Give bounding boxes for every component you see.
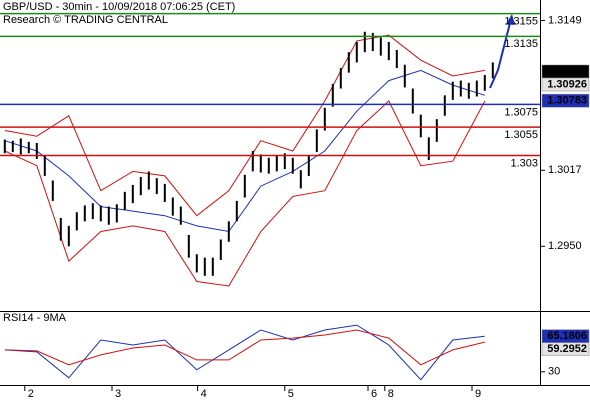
level-label: 1.3135 xyxy=(504,38,538,50)
level-label: 1.3075 xyxy=(504,106,538,118)
arrow-head xyxy=(506,14,515,25)
x-tick-label: 9 xyxy=(475,388,481,400)
last-value-label: 65.1806 xyxy=(547,330,587,342)
last-value-box xyxy=(541,342,590,356)
chart-subtitle: Research © TRADING CENTRAL xyxy=(3,14,168,26)
x-tick-label: 2 xyxy=(28,388,34,400)
x-tick-label: 6 xyxy=(371,388,377,400)
chart-title: GBP/USD - 30min - 10/09/2018 07:06:25 (C… xyxy=(3,1,235,13)
indicator-line xyxy=(4,100,486,287)
level-label: 1.3155 xyxy=(504,16,538,28)
last-value-label: 1.30926 xyxy=(547,78,587,90)
x-tick-label: 3 xyxy=(115,388,121,400)
x-tick-label: 4 xyxy=(201,388,207,400)
level-label: 1.303 xyxy=(510,157,538,169)
last-value-label: 59.2952 xyxy=(547,343,587,355)
x-tick-label: 8 xyxy=(388,388,394,400)
rsi-title: RSI14 - 9MA xyxy=(3,312,67,324)
indicator-line xyxy=(4,34,485,217)
level-label: 1.3055 xyxy=(504,129,538,141)
last-value-label: 1.3104 xyxy=(553,65,588,77)
last-value-label: 1.30783 xyxy=(547,95,587,107)
last-value-box xyxy=(541,93,590,108)
y-tick-label: 1.3017 xyxy=(548,164,582,176)
indicator-line xyxy=(4,324,485,381)
last-value-box xyxy=(541,77,590,92)
y-tick-label: 30 xyxy=(548,366,560,378)
y-tick-label: 1.3149 xyxy=(548,14,582,26)
indicator-line xyxy=(4,329,485,366)
y-tick-label: 1.2950 xyxy=(548,240,582,252)
x-tick-label: 5 xyxy=(288,388,294,400)
